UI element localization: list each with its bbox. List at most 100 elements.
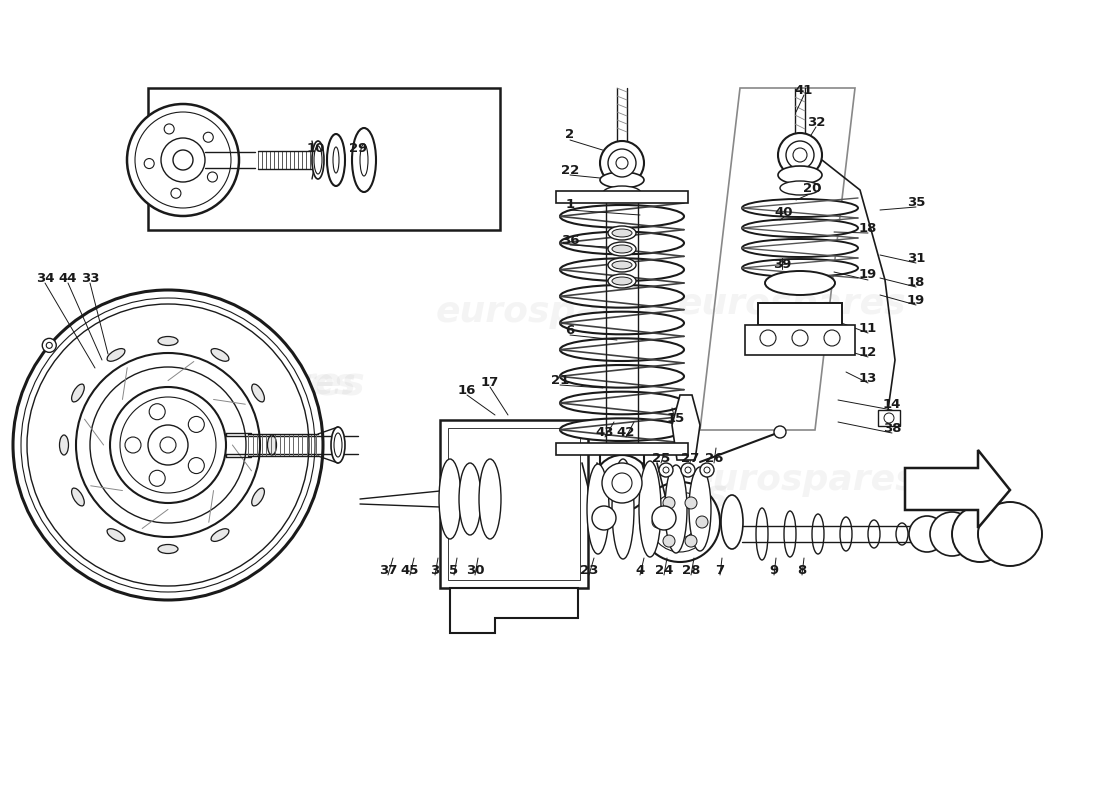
Text: 40: 40: [774, 206, 793, 218]
Circle shape: [170, 188, 180, 198]
Text: 37: 37: [378, 563, 397, 577]
Polygon shape: [905, 450, 1010, 528]
Circle shape: [150, 404, 165, 420]
Text: 23: 23: [580, 563, 598, 577]
Ellipse shape: [312, 141, 324, 179]
Circle shape: [110, 387, 226, 503]
Ellipse shape: [742, 219, 858, 237]
Text: 28: 28: [682, 563, 701, 577]
Ellipse shape: [211, 529, 229, 542]
Circle shape: [135, 112, 231, 208]
Text: 35: 35: [906, 195, 925, 209]
Circle shape: [663, 535, 675, 547]
Circle shape: [909, 516, 945, 552]
Text: eurospares: eurospares: [436, 295, 664, 329]
Text: 45: 45: [400, 563, 419, 577]
Circle shape: [652, 516, 664, 528]
Circle shape: [774, 426, 786, 438]
Circle shape: [663, 467, 669, 473]
Text: 34: 34: [35, 271, 54, 285]
Circle shape: [685, 535, 697, 547]
Ellipse shape: [612, 229, 632, 237]
Circle shape: [685, 497, 697, 509]
Ellipse shape: [327, 134, 345, 186]
Text: eurospares: eurospares: [482, 477, 728, 515]
Ellipse shape: [639, 461, 661, 557]
Text: 19: 19: [906, 294, 925, 306]
Text: 7: 7: [715, 563, 725, 577]
Text: 36: 36: [561, 234, 580, 246]
Text: 33: 33: [80, 271, 99, 285]
Text: 13: 13: [859, 371, 877, 385]
Ellipse shape: [356, 134, 372, 186]
Ellipse shape: [360, 144, 368, 176]
Ellipse shape: [666, 465, 688, 553]
Ellipse shape: [330, 139, 342, 181]
Ellipse shape: [333, 147, 339, 173]
Bar: [448, 428, 580, 580]
Ellipse shape: [778, 166, 822, 184]
Text: 30: 30: [465, 563, 484, 577]
Text: 10: 10: [307, 142, 326, 154]
Text: 38: 38: [882, 422, 901, 434]
Circle shape: [696, 516, 708, 528]
Ellipse shape: [158, 545, 178, 554]
Text: 43: 43: [596, 426, 614, 438]
Text: 14: 14: [883, 398, 901, 411]
Circle shape: [13, 290, 323, 600]
Ellipse shape: [689, 467, 711, 551]
Ellipse shape: [812, 514, 824, 554]
Ellipse shape: [780, 181, 820, 195]
Circle shape: [650, 492, 710, 552]
Text: 24: 24: [654, 563, 673, 577]
Circle shape: [760, 330, 775, 346]
Circle shape: [204, 132, 213, 142]
Text: 20: 20: [803, 182, 822, 194]
Ellipse shape: [693, 479, 707, 539]
Circle shape: [173, 150, 192, 170]
Ellipse shape: [868, 520, 880, 548]
Circle shape: [700, 463, 714, 477]
Text: eurospares: eurospares: [119, 365, 365, 403]
Ellipse shape: [608, 258, 636, 272]
Ellipse shape: [756, 508, 768, 560]
Polygon shape: [450, 588, 578, 633]
Text: 26: 26: [705, 451, 723, 465]
Circle shape: [594, 455, 650, 511]
Text: 6: 6: [565, 323, 574, 337]
Circle shape: [704, 467, 710, 473]
Ellipse shape: [608, 242, 636, 256]
Circle shape: [144, 158, 154, 169]
Ellipse shape: [439, 459, 461, 539]
Ellipse shape: [840, 517, 852, 551]
Ellipse shape: [331, 427, 345, 463]
Ellipse shape: [742, 239, 858, 257]
Ellipse shape: [478, 459, 500, 539]
Bar: [556, 191, 688, 203]
Ellipse shape: [612, 277, 632, 285]
Text: 32: 32: [806, 115, 825, 129]
Ellipse shape: [560, 392, 684, 414]
Ellipse shape: [608, 226, 636, 240]
Ellipse shape: [764, 271, 835, 295]
Ellipse shape: [443, 471, 456, 527]
Text: 16: 16: [458, 383, 476, 397]
Text: 11: 11: [859, 322, 877, 334]
Ellipse shape: [742, 259, 858, 277]
Ellipse shape: [560, 258, 684, 281]
Ellipse shape: [72, 488, 85, 506]
Circle shape: [640, 482, 720, 562]
Ellipse shape: [669, 477, 683, 541]
Circle shape: [592, 506, 616, 530]
Circle shape: [600, 141, 643, 185]
Circle shape: [208, 172, 218, 182]
Text: 25: 25: [652, 451, 670, 465]
Circle shape: [46, 342, 53, 348]
Ellipse shape: [612, 245, 632, 253]
Ellipse shape: [267, 435, 276, 455]
Text: 5: 5: [450, 563, 459, 577]
Circle shape: [148, 425, 188, 465]
Circle shape: [978, 502, 1042, 566]
Ellipse shape: [560, 338, 684, 361]
Bar: [745, 325, 855, 355]
